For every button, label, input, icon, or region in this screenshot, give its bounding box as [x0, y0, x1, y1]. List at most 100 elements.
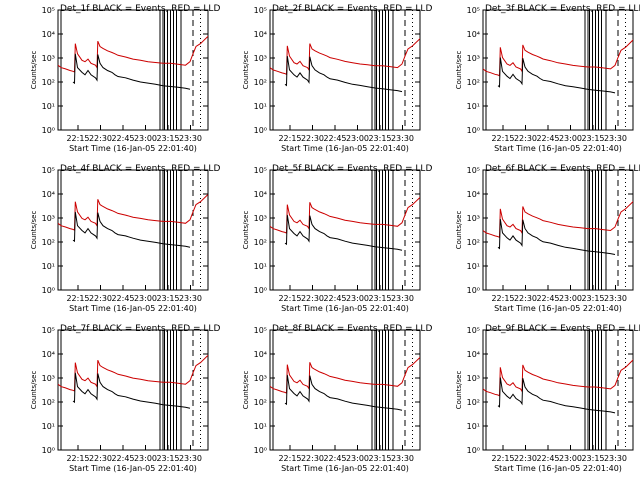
- x-tick-label: 23:00: [559, 134, 582, 143]
- x-tick-label: 23:00: [346, 454, 369, 463]
- y-tick-label: 10⁵: [254, 326, 267, 335]
- x-tick-label: 23:15: [581, 294, 604, 303]
- panel-1: Det_1f BLACK = Events, RED = LLD 10⁰ 10¹ 10…: [30, 4, 220, 153]
- panel-title: Det_1f BLACK = Events, RED = LLD: [60, 4, 220, 14]
- x-tick-label: 22:30: [89, 294, 112, 303]
- x-axis-label: Start Time (16-Jan-05 22:01:40): [69, 144, 197, 153]
- series-events-line: [497, 219, 616, 255]
- y-tick-label: 10⁰: [42, 446, 55, 455]
- y-tick-label: 10²: [254, 398, 267, 407]
- y-tick-label: 10⁵: [42, 166, 55, 175]
- x-tick-label: 22:45: [111, 454, 134, 463]
- plot-frame: [269, 169, 421, 291]
- y-tick-label: 10⁵: [254, 166, 267, 175]
- x-tick-label: 23:00: [134, 294, 157, 303]
- series-lld-line: [58, 193, 208, 231]
- y-tick-label: 10¹: [467, 102, 480, 111]
- y-tick-label: 10²: [254, 238, 267, 247]
- x-tick-label: 22:15: [278, 294, 301, 303]
- x-tick-label: 22:15: [66, 454, 89, 463]
- series-events-line: [497, 377, 616, 414]
- y-tick-label: 10⁴: [254, 30, 267, 39]
- panel-5: Det_5f BLACK = Events, RED = LLD 10⁰ 10¹ 10…: [242, 164, 432, 313]
- x-axis-label: Start Time (16-Jan-05 22:01:40): [281, 144, 409, 153]
- y-tick-label: 10²: [467, 78, 480, 87]
- x-axis-label: Start Time (16-Jan-05 22:01:40): [494, 144, 622, 153]
- y-tick-label: 10³: [467, 374, 480, 383]
- y-tick-label: 10⁵: [42, 326, 55, 335]
- y-tick-label: 10²: [467, 398, 480, 407]
- x-axis-label: Start Time (16-Jan-05 22:01:40): [494, 304, 622, 313]
- y-axis-label: Counts/sec: [242, 211, 250, 250]
- y-tick-label: 10⁴: [467, 30, 480, 39]
- x-tick-label: 23:00: [134, 134, 157, 143]
- panel-title: Det_4f BLACK = Events, RED = LLD: [60, 164, 220, 174]
- y-axis-label: Counts/sec: [455, 371, 463, 410]
- y-tick-label: 10⁰: [254, 126, 267, 135]
- series-events-line: [284, 214, 403, 251]
- y-tick-label: 10¹: [467, 262, 480, 271]
- y-tick-label: 10⁴: [42, 350, 55, 359]
- y-tick-label: 10⁵: [467, 326, 480, 335]
- x-tick-label: 22:30: [301, 294, 324, 303]
- series-events-line: [497, 57, 616, 94]
- plot-frame: [57, 9, 209, 131]
- panel-6: Det_6f BLACK = Events, RED = LLD 10⁰ 10¹ 10…: [455, 164, 640, 313]
- series-events-line: [284, 374, 403, 411]
- x-tick-label: 23:30: [179, 454, 202, 463]
- x-tick-label: 22:45: [536, 454, 559, 463]
- x-tick-label: 22:30: [514, 134, 537, 143]
- y-tick-label: 10⁵: [467, 166, 480, 175]
- x-tick-label: 22:15: [66, 134, 89, 143]
- x-tick-label: 22:45: [111, 294, 134, 303]
- series-lld-line: [483, 39, 633, 77]
- x-tick-label: 23:30: [179, 134, 202, 143]
- y-tick-label: 10¹: [42, 262, 55, 271]
- plot-frame: [57, 329, 209, 451]
- series-lld-line: [58, 354, 208, 392]
- panel-title: Det_5f BLACK = Events, RED = LLD: [272, 164, 432, 174]
- plot-frame: [269, 9, 421, 131]
- y-tick-label: 10⁴: [42, 190, 55, 199]
- plot-frame: [482, 9, 634, 131]
- x-tick-label: 23:30: [604, 294, 627, 303]
- y-axis-label: Counts/sec: [455, 51, 463, 90]
- x-tick-label: 23:30: [391, 454, 414, 463]
- x-tick-label: 23:00: [346, 134, 369, 143]
- y-tick-label: 10³: [254, 214, 267, 223]
- series-lld-line: [483, 359, 633, 397]
- x-tick-label: 23:15: [156, 134, 179, 143]
- panel-title: Det_6f BLACK = Events, RED = LLD: [485, 164, 640, 174]
- series-lld-line: [270, 356, 420, 394]
- y-tick-label: 10⁰: [42, 286, 55, 295]
- plot-frame: [482, 329, 634, 451]
- panel-7: Det_7f BLACK = Events, RED = LLD 10⁰ 10¹ 10…: [30, 324, 220, 473]
- x-tick-label: 23:15: [156, 454, 179, 463]
- y-tick-label: 10³: [254, 54, 267, 63]
- plot-frame: [269, 329, 421, 451]
- x-tick-label: 23:15: [368, 134, 391, 143]
- y-tick-label: 10²: [42, 78, 55, 87]
- y-tick-label: 10⁰: [42, 126, 55, 135]
- y-tick-label: 10⁰: [467, 126, 480, 135]
- x-axis-label: Start Time (16-Jan-05 22:01:40): [281, 464, 409, 473]
- x-tick-label: 23:00: [559, 294, 582, 303]
- y-tick-label: 10¹: [254, 262, 267, 271]
- x-tick-label: 23:30: [391, 294, 414, 303]
- x-tick-label: 22:15: [491, 454, 514, 463]
- y-tick-label: 10³: [42, 54, 55, 63]
- y-tick-label: 10⁴: [467, 350, 480, 359]
- y-tick-label: 10²: [254, 78, 267, 87]
- series-lld-line: [483, 201, 633, 239]
- x-tick-label: 22:45: [323, 294, 346, 303]
- x-tick-label: 22:15: [491, 294, 514, 303]
- y-tick-label: 10¹: [42, 102, 55, 111]
- series-events-line: [72, 372, 191, 409]
- y-tick-label: 10⁴: [254, 190, 267, 199]
- x-tick-label: 22:45: [536, 294, 559, 303]
- x-tick-label: 22:30: [301, 134, 324, 143]
- x-tick-label: 22:30: [89, 454, 112, 463]
- series-events-line: [72, 211, 191, 248]
- x-tick-label: 23:15: [581, 134, 604, 143]
